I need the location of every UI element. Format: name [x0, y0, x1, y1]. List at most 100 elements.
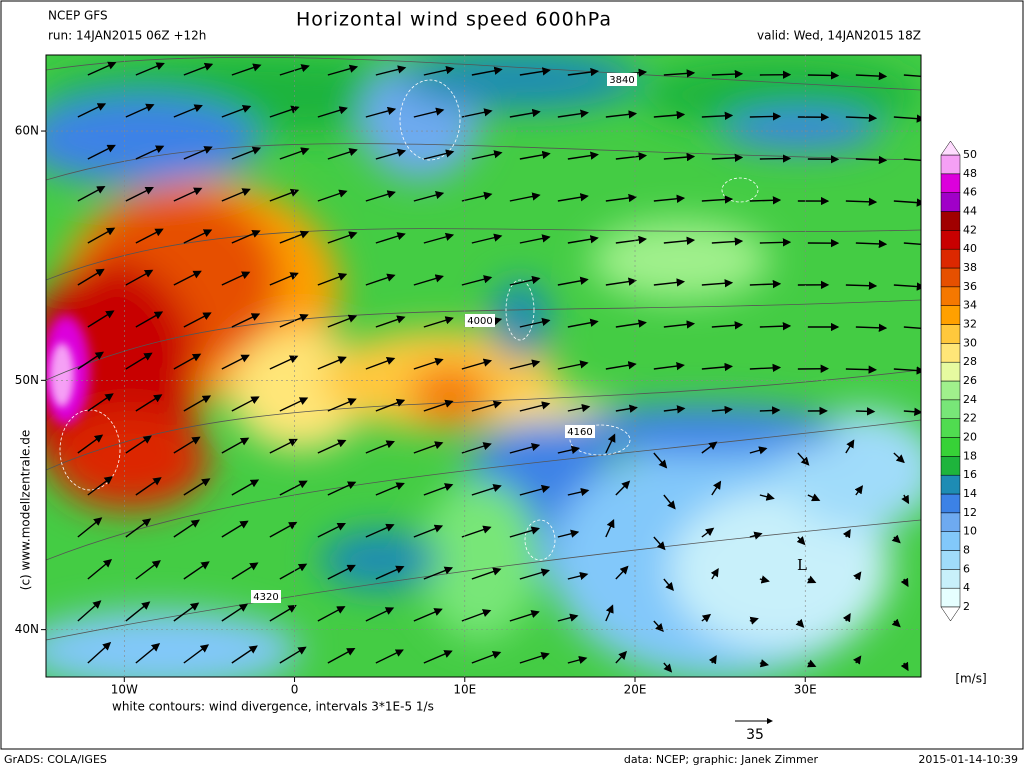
wind-arrow	[605, 604, 614, 622]
wind-arrow	[567, 571, 589, 581]
wind-arrow	[567, 235, 599, 244]
wind-arrow	[845, 365, 877, 374]
contour-label-box	[565, 425, 595, 438]
colorbar-label: 48	[963, 167, 977, 180]
wind-arrow	[711, 321, 744, 330]
contour-label: 3840	[609, 75, 634, 86]
wind-arrow	[855, 323, 888, 333]
wind-arrow	[749, 363, 782, 373]
wind-arrow	[903, 326, 921, 329]
colorbar-box	[940, 531, 961, 551]
colorbar-label: 22	[963, 412, 977, 425]
wind-arrow	[471, 150, 503, 160]
wind-arrow	[461, 609, 492, 622]
colorbar-label: 10	[963, 525, 977, 538]
colorbar-box	[940, 248, 961, 269]
colorbar-box	[940, 343, 961, 363]
software: GrADS: COLA/IGES	[4, 753, 107, 766]
wind-arrow	[135, 311, 164, 328]
colorbar-box	[940, 154, 961, 175]
wind-arrow	[413, 441, 444, 454]
wind-arrow	[701, 362, 733, 372]
wind-arrow	[221, 603, 249, 622]
wind-arrow	[423, 232, 455, 244]
colorbar-label: 20	[963, 431, 977, 444]
wind-arrow	[567, 487, 590, 497]
wind-arrow	[663, 494, 676, 510]
wind-arrow	[615, 319, 647, 328]
wind-arrow	[605, 277, 637, 286]
wind-arrow	[135, 477, 162, 496]
wind-arrow	[317, 189, 348, 202]
colorbar-label: 2	[963, 600, 970, 613]
wind-arrow	[749, 446, 768, 455]
copyright: (c) www.modellzentrale.de	[19, 430, 33, 590]
wind-arrow	[845, 197, 878, 207]
colorbar-box	[940, 474, 961, 495]
map-border	[45, 54, 922, 678]
colorbar-label: 4	[963, 581, 970, 594]
wind-arrow	[663, 578, 674, 592]
wind-arrow	[615, 650, 628, 664]
wind-arrow	[221, 354, 250, 370]
wind-arrow	[413, 608, 443, 622]
model: NCEP GFS	[48, 9, 108, 23]
colorbar-label: 44	[963, 205, 977, 218]
wind-arrow	[317, 272, 348, 286]
wind-arrow	[519, 317, 551, 328]
wind-arrow	[173, 270, 202, 286]
colorbar-box	[940, 550, 961, 570]
wind-arrow	[615, 565, 629, 580]
wind-arrow	[855, 155, 888, 165]
colorbar-end	[940, 606, 961, 622]
wind-arrow	[173, 353, 202, 370]
wind-arrow	[375, 482, 405, 496]
wind-arrow	[327, 564, 356, 580]
wind-arrow	[901, 494, 910, 505]
wind-arrow	[125, 186, 154, 202]
wind-arrow	[365, 607, 395, 622]
wind-arrow	[375, 398, 406, 412]
wind-arrow	[653, 452, 668, 469]
wind-arrow	[519, 568, 550, 580]
wind-arrow	[269, 105, 300, 118]
wind-arrow	[317, 356, 347, 370]
wind-arrow	[231, 230, 261, 244]
wind-arrow	[708, 654, 717, 665]
wind-arrow	[701, 279, 734, 288]
wind-arrow	[317, 439, 347, 454]
wind-arrow	[519, 484, 551, 496]
x-tick-label: 10W	[111, 683, 138, 697]
wind-arrow	[375, 232, 406, 244]
wind-arrow	[327, 231, 358, 244]
contour-label: 4160	[567, 427, 592, 438]
wind-arrow	[423, 316, 454, 328]
wind-arrow	[461, 442, 492, 454]
wind-arrow	[221, 188, 251, 202]
wind-arrow	[365, 523, 395, 538]
contour-label: 4320	[253, 592, 278, 603]
wind-arrow	[365, 273, 396, 286]
colorbar-label: 8	[963, 544, 970, 557]
colorbar-label: 34	[963, 299, 977, 312]
wind-arrow	[327, 314, 358, 328]
colorbar-box	[940, 569, 961, 589]
wind-arrow	[903, 74, 921, 78]
wind-arrow	[77, 103, 107, 118]
colorbar-box	[940, 324, 961, 344]
wind-arrow	[605, 193, 637, 203]
wind-arrow	[557, 529, 580, 538]
wind-arrow	[471, 400, 502, 412]
wind-arrow	[759, 492, 775, 501]
colorbar-end	[940, 140, 961, 156]
colorbar-box	[940, 173, 961, 193]
wind-arrow	[701, 527, 715, 538]
wind-arrow	[269, 604, 297, 622]
colorbar-label: 50	[963, 148, 977, 161]
wind-arrow	[605, 433, 616, 454]
colorbar-label: 12	[963, 506, 977, 519]
wind-arrow	[663, 69, 696, 78]
colorbar-box	[940, 418, 961, 438]
wind-arrow	[279, 314, 309, 328]
wind-arrow	[855, 71, 888, 81]
